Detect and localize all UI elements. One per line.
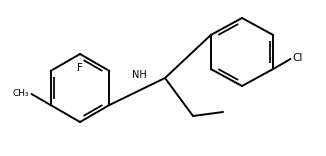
Text: NH: NH: [132, 71, 147, 80]
Text: Cl: Cl: [292, 53, 303, 63]
Text: F: F: [77, 63, 83, 73]
Text: CH₃: CH₃: [13, 88, 29, 98]
